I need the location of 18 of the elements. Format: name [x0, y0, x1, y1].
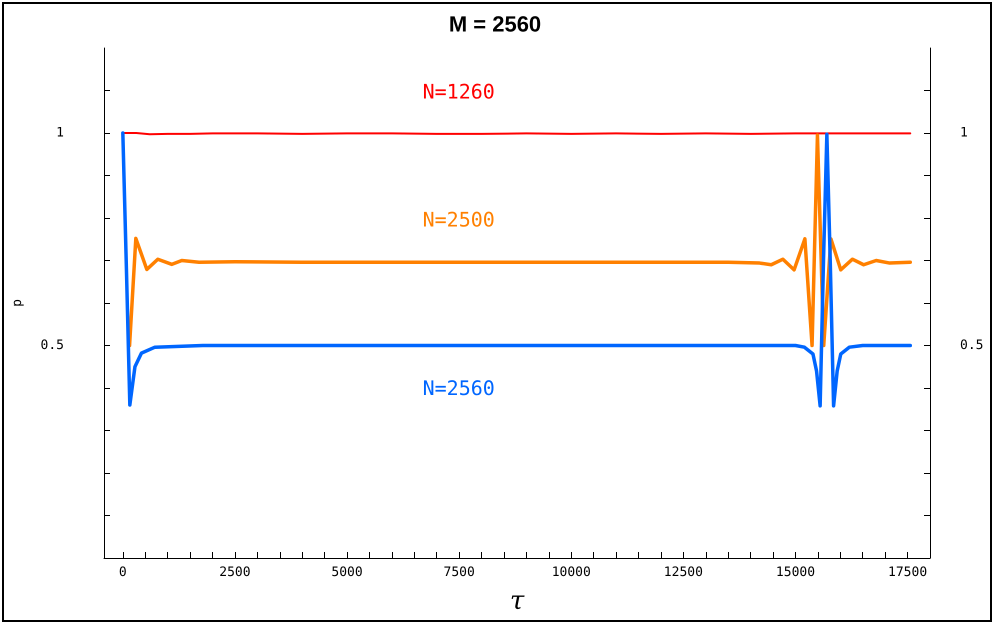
line-series [121, 131, 912, 408]
x-tick-label: 0 [118, 565, 127, 580]
series-label: N=2560 [422, 376, 495, 400]
series-label: N=1260 [422, 79, 495, 104]
x-axis-title: τ [510, 586, 525, 616]
x-tick-label: 2500 [219, 565, 251, 580]
x-tick-label: 7500 [443, 565, 475, 580]
y-axis-title: p [10, 298, 25, 307]
x-tick-label: 10000 [552, 565, 591, 580]
x-tick-label: 5000 [331, 565, 363, 580]
x-tick-label: 17500 [888, 565, 928, 580]
y2-tick-label: 1 [960, 126, 968, 140]
series-label: N=2500 [422, 208, 495, 232]
line-series [128, 133, 912, 348]
y2-tick-label: 0.5 [960, 338, 984, 353]
x-tick-label: 12500 [664, 565, 703, 580]
x-tick-label: 15000 [776, 565, 816, 580]
chart-title: M = 2560 [448, 12, 542, 36]
